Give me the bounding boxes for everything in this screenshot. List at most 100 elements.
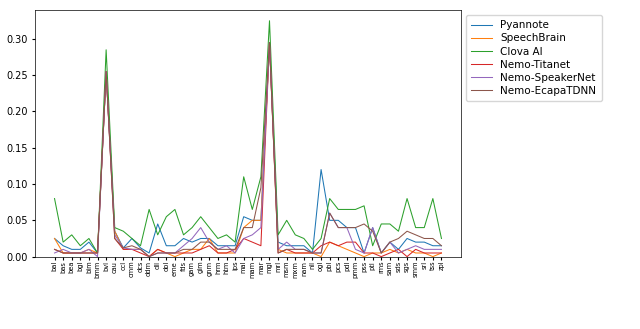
Nemo-EcapaTDNN bbox=[205, 240, 213, 244]
Nemo-EcapaTDNN bbox=[257, 186, 265, 190]
Nemo-Titanet bbox=[266, 40, 273, 44]
Nemo-EcapaTDNN bbox=[386, 240, 394, 244]
SpeechBrain bbox=[240, 226, 248, 230]
Clova AI bbox=[343, 208, 351, 212]
SpeechBrain bbox=[369, 251, 376, 255]
Nemo-Titanet bbox=[343, 240, 351, 244]
Nemo-EcapaTDNN bbox=[326, 211, 333, 215]
SpeechBrain bbox=[188, 247, 196, 251]
Clova AI bbox=[266, 19, 273, 23]
Nemo-SpeakerNet bbox=[429, 247, 436, 251]
Nemo-SpeakerNet bbox=[120, 246, 127, 250]
Clova AI bbox=[51, 197, 58, 201]
SpeechBrain bbox=[438, 251, 445, 255]
SpeechBrain bbox=[128, 247, 136, 251]
Nemo-EcapaTDNN bbox=[145, 255, 153, 259]
Nemo-SpeakerNet bbox=[154, 251, 161, 255]
Nemo-EcapaTDNN bbox=[335, 226, 342, 230]
Nemo-SpeakerNet bbox=[77, 251, 84, 255]
Pyannote bbox=[275, 240, 282, 244]
Clova AI bbox=[145, 208, 153, 212]
Nemo-SpeakerNet bbox=[266, 40, 273, 44]
Nemo-Titanet bbox=[205, 244, 213, 248]
Pyannote bbox=[145, 251, 153, 255]
Nemo-Titanet bbox=[145, 255, 153, 259]
SpeechBrain bbox=[93, 251, 101, 255]
SpeechBrain bbox=[180, 251, 188, 255]
Nemo-SpeakerNet bbox=[343, 226, 351, 230]
Pyannote bbox=[180, 237, 188, 240]
Nemo-SpeakerNet bbox=[326, 211, 333, 215]
Nemo-EcapaTDNN bbox=[128, 244, 136, 248]
Nemo-EcapaTDNN bbox=[163, 251, 170, 255]
Nemo-EcapaTDNN bbox=[266, 40, 273, 44]
Nemo-SpeakerNet bbox=[171, 251, 179, 255]
Nemo-SpeakerNet bbox=[438, 247, 445, 251]
Nemo-Titanet bbox=[308, 251, 316, 255]
Nemo-Titanet bbox=[360, 251, 368, 255]
Nemo-Titanet bbox=[163, 251, 170, 255]
Nemo-Titanet bbox=[111, 237, 118, 240]
SpeechBrain bbox=[395, 251, 403, 255]
Nemo-EcapaTDNN bbox=[378, 251, 385, 255]
Nemo-SpeakerNet bbox=[188, 237, 196, 240]
Nemo-EcapaTDNN bbox=[120, 246, 127, 250]
Clova AI bbox=[154, 233, 161, 237]
Nemo-Titanet bbox=[171, 251, 179, 255]
Nemo-EcapaTDNN bbox=[231, 247, 239, 251]
Clova AI bbox=[283, 218, 291, 222]
Clova AI bbox=[412, 226, 419, 230]
Clova AI bbox=[317, 237, 325, 240]
SpeechBrain bbox=[60, 251, 67, 255]
Nemo-Titanet bbox=[438, 251, 445, 255]
Clova AI bbox=[369, 244, 376, 248]
Clova AI bbox=[223, 233, 230, 237]
Pyannote bbox=[369, 226, 376, 230]
Nemo-Titanet bbox=[291, 251, 299, 255]
Nemo-Titanet bbox=[420, 251, 428, 255]
Nemo-SpeakerNet bbox=[180, 244, 188, 248]
Nemo-SpeakerNet bbox=[85, 247, 93, 251]
Nemo-SpeakerNet bbox=[420, 247, 428, 251]
Pyannote bbox=[351, 226, 359, 230]
Nemo-EcapaTDNN bbox=[214, 247, 221, 251]
Nemo-SpeakerNet bbox=[308, 251, 316, 255]
SpeechBrain bbox=[85, 247, 93, 251]
Nemo-EcapaTDNN bbox=[248, 226, 256, 230]
Pyannote bbox=[128, 237, 136, 240]
Nemo-SpeakerNet bbox=[60, 247, 67, 251]
Nemo-Titanet bbox=[395, 247, 403, 251]
SpeechBrain bbox=[275, 247, 282, 251]
Nemo-Titanet bbox=[412, 247, 419, 251]
Nemo-Titanet bbox=[51, 247, 58, 251]
Line: Clova AI: Clova AI bbox=[54, 21, 442, 253]
SpeechBrain bbox=[223, 251, 230, 255]
Nemo-Titanet bbox=[102, 70, 110, 74]
Clova AI bbox=[291, 233, 299, 237]
Nemo-EcapaTDNN bbox=[351, 226, 359, 230]
SpeechBrain bbox=[154, 247, 161, 251]
Clova AI bbox=[85, 237, 93, 240]
Nemo-SpeakerNet bbox=[360, 251, 368, 255]
Nemo-SpeakerNet bbox=[275, 247, 282, 251]
Nemo-EcapaTDNN bbox=[429, 237, 436, 240]
Line: SpeechBrain: SpeechBrain bbox=[54, 42, 442, 257]
Clova AI bbox=[429, 197, 436, 201]
Nemo-SpeakerNet bbox=[111, 233, 118, 237]
Nemo-Titanet bbox=[275, 251, 282, 255]
Nemo-EcapaTDNN bbox=[102, 70, 110, 74]
SpeechBrain bbox=[300, 251, 308, 255]
Nemo-EcapaTDNN bbox=[420, 237, 428, 240]
Pyannote bbox=[412, 240, 419, 244]
SpeechBrain bbox=[231, 251, 239, 255]
Nemo-SpeakerNet bbox=[257, 226, 265, 230]
Nemo-EcapaTDNN bbox=[180, 247, 188, 251]
Nemo-SpeakerNet bbox=[137, 247, 145, 251]
Pyannote bbox=[395, 247, 403, 251]
Nemo-EcapaTDNN bbox=[188, 247, 196, 251]
SpeechBrain bbox=[429, 255, 436, 259]
Nemo-Titanet bbox=[326, 240, 333, 244]
Nemo-Titanet bbox=[386, 251, 394, 255]
Pyannote bbox=[266, 40, 273, 44]
Pyannote bbox=[77, 247, 84, 251]
